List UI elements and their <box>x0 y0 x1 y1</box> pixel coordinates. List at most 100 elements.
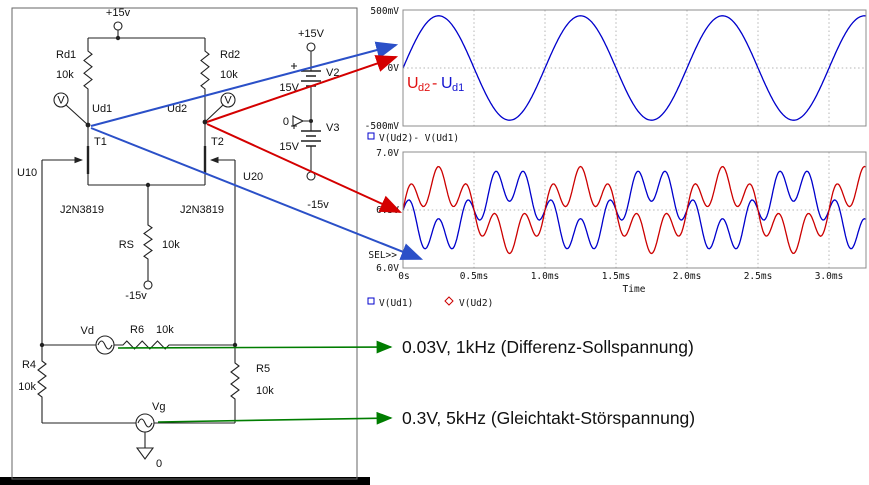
junction-dot <box>145 182 151 188</box>
probe-plot-bottom: 7.0V 6.5V 6.0V SEL>> 0s 0.5ms 1.0ms 1.5m… <box>367 148 867 309</box>
label-t2-model: J2N3819 <box>180 204 224 216</box>
annotation-ud1-sub: d1 <box>452 82 464 94</box>
label-r4-value: 10k <box>18 381 36 393</box>
label-ud2: Ud2 <box>167 103 187 115</box>
label-ud1: Ud1 <box>92 103 112 115</box>
bottom-black-bar <box>0 477 370 485</box>
junction-dot <box>115 35 121 41</box>
label-v3: V3 <box>326 122 339 134</box>
callout-common-mode: 0.3V, 5kHz (Gleichtakt-Störspannung) <box>402 408 695 428</box>
probe1-v: V <box>57 95 65 107</box>
label-gnd: 0 <box>156 458 162 470</box>
vee-node <box>143 280 153 290</box>
trace-V(Ud1) <box>402 170 866 250</box>
callout-differential: 0.03V, 1kHz (Differenz-Sollspannung) <box>402 337 694 357</box>
arrow-ud2-to-bottom-plot <box>206 123 403 213</box>
junction-dot <box>309 119 313 123</box>
xtick: 1.5ms <box>602 271 631 282</box>
plot-bottom-frame <box>402 151 867 269</box>
resistor-rd1 <box>83 48 93 92</box>
label-t1-model: J2N3819 <box>60 204 104 216</box>
resistor-r4 <box>37 358 47 400</box>
arrow-ud2-to-top-plot <box>206 55 399 123</box>
plot-top-legend: V(Ud2)- V(Ud1) <box>379 133 459 144</box>
resistor-rs <box>143 222 153 262</box>
label-rd1-value: 10k <box>56 69 74 81</box>
plot-bottom-legend-2: V(Ud2) <box>459 298 493 309</box>
ytick: 500mV <box>370 6 399 17</box>
label-r5-value: 10k <box>256 385 274 397</box>
zero-ref-icon <box>292 115 305 127</box>
ytick: 6.0V <box>376 263 399 274</box>
label-rd1: Rd1 <box>56 49 76 61</box>
resistors <box>37 48 240 402</box>
vg-sine-glyph <box>137 418 153 428</box>
plot-top-grid <box>403 10 866 126</box>
label-r6-value: 10k <box>156 324 174 336</box>
callout-arrows <box>90 41 424 425</box>
xtick: 0s <box>398 271 409 282</box>
label-vee: -15v <box>125 290 147 302</box>
label-u20: U20 <box>243 171 263 183</box>
wires <box>41 30 312 448</box>
xtick: 0.5ms <box>460 271 489 282</box>
label-v2: V2 <box>326 67 339 79</box>
annotation-ud1: U <box>441 75 453 92</box>
ytick: 7.0V <box>376 148 399 159</box>
battery-plus-glyphs <box>291 63 297 129</box>
arrow-ud1-to-bottom-plot <box>90 127 424 260</box>
label-rd2-value: 10k <box>220 69 238 81</box>
annotation-ud2: U <box>407 75 419 92</box>
label-rs: RS <box>119 239 134 251</box>
probe2-v: V <box>224 95 232 107</box>
ytick: -500mV <box>365 121 400 132</box>
voltage-probe-icon <box>220 92 236 108</box>
label-t2: T2 <box>211 136 224 148</box>
junction-dot <box>232 342 238 348</box>
plot-top-traces <box>402 15 866 121</box>
label-supply-minus: -15v <box>307 199 329 211</box>
trace-V(Ud2) <box>402 165 866 255</box>
plot-top-frame <box>402 9 867 127</box>
trace-V(Ud2)-V(Ud1) <box>402 15 866 121</box>
schematic-border <box>11 7 358 480</box>
sel-indicator: SEL>> <box>368 250 397 261</box>
resistor-r6 <box>120 340 172 350</box>
arrow-vg-to-text <box>157 411 393 425</box>
label-t1: T1 <box>94 136 107 148</box>
xtick: 2.5ms <box>744 271 773 282</box>
vd-sine-glyph <box>97 340 113 350</box>
ytick: 0V <box>388 63 400 74</box>
xtick: 1.0ms <box>531 271 560 282</box>
annotation-minus: - <box>432 75 437 92</box>
label-rs-value: 10k <box>162 239 180 251</box>
label-r6: R6 <box>130 324 144 336</box>
voltage-probe-icon <box>53 92 69 108</box>
label-u10: U10 <box>17 167 37 179</box>
label-vd: Vd <box>81 325 94 337</box>
legend-diamond-icon <box>444 296 454 306</box>
vcc-node <box>113 21 123 31</box>
label-vcc: +15v <box>106 7 131 19</box>
legend-square-icon <box>367 297 375 305</box>
junction-dot <box>39 342 45 348</box>
plot-bottom-legend-1: V(Ud1) <box>379 298 413 309</box>
battery-v3-icon <box>301 130 321 147</box>
label-vg: Vg <box>152 401 165 413</box>
battery-v2-icon <box>301 70 321 87</box>
resistor-r5 <box>230 360 240 402</box>
plot-bottom-traces <box>402 165 866 255</box>
x-axis-label: Time <box>623 284 646 295</box>
circuit-schematic: V V +15v Rd1 10k Rd2 10k Ud1 Ud2 T1 T2 U… <box>11 7 358 480</box>
resistor-rd2 <box>200 48 210 92</box>
label-r4: R4 <box>22 359 36 371</box>
ground-icon <box>135 447 155 460</box>
junction-dot-ud2 <box>202 119 208 125</box>
annotation-ud2-sub: d2 <box>418 82 430 94</box>
label-zero-ref: 0 <box>283 116 289 128</box>
xtick: 2.0ms <box>673 271 702 282</box>
label-v3-value: 15V <box>279 141 299 153</box>
xtick: 3.0ms <box>815 271 844 282</box>
legend-square-icon <box>367 132 375 140</box>
